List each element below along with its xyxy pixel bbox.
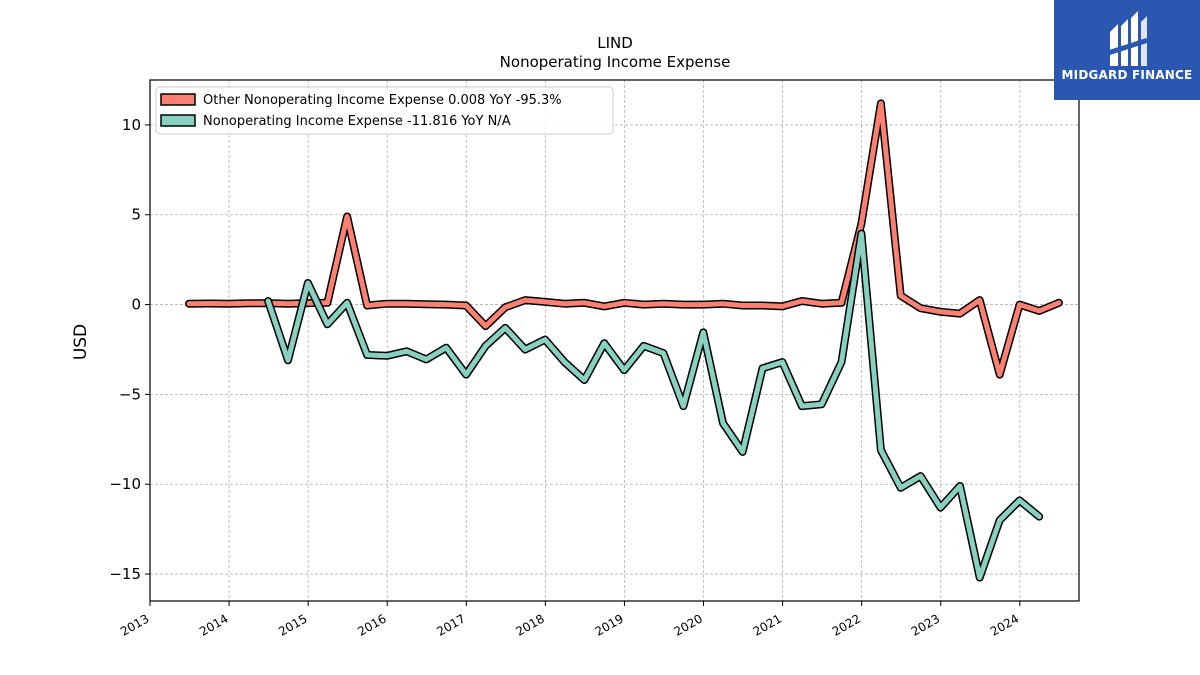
series-outline <box>185 99 1063 379</box>
x-tick-label: 2024 <box>988 611 1021 638</box>
legend-swatch <box>160 93 196 106</box>
series-lines <box>185 99 1063 582</box>
legend: Other Nonoperating Income Expense 0.008 … <box>155 86 614 135</box>
series-line-1 <box>265 231 1042 581</box>
x-tick-label: 2015 <box>276 611 309 638</box>
y-tick-label: −15 <box>109 565 141 583</box>
x-tick-label: 2018 <box>513 611 546 638</box>
y-tick-label: 5 <box>131 206 141 224</box>
brand-mark-icon <box>1108 11 1148 66</box>
y-tick-label: 10 <box>122 116 141 134</box>
x-tick-label: 2020 <box>672 611 705 638</box>
legend-label: Nonoperating Income Expense -11.816 YoY … <box>203 114 511 129</box>
legend-label: Other Nonoperating Income Expense 0.008 … <box>203 93 562 108</box>
chart-subtitle: Nonoperating Income Expense <box>500 53 731 71</box>
brand-name: MIDGARD FINANCE <box>1061 68 1193 82</box>
x-tick-label: 2019 <box>592 611 625 638</box>
x-tick-label: 2022 <box>830 611 863 638</box>
plot-frame <box>149 79 1080 602</box>
brand-logo: MIDGARD FINANCE <box>1054 0 1200 100</box>
axis-ticks: 2013 2014 2015 2016 2017 2018 2019 2020 2021 2022… <box>109 116 1021 639</box>
x-tick-label: 2017 <box>434 611 467 638</box>
y-axis-label: USD <box>71 324 91 360</box>
x-tick-label: 2021 <box>751 611 784 638</box>
y-tick-label: −5 <box>119 385 141 403</box>
y-tick-label: −10 <box>109 475 141 493</box>
series-outline <box>264 229 1044 582</box>
chart-title: LIND <box>597 34 633 52</box>
y-tick-label: 0 <box>131 296 141 314</box>
series-line-0 <box>186 100 1062 378</box>
legend-box <box>155 86 614 135</box>
x-tick-label: 2023 <box>909 611 942 638</box>
x-tick-label: 2014 <box>197 611 230 638</box>
x-tick-label: 2016 <box>355 611 388 638</box>
legend-swatch <box>160 114 196 127</box>
x-tick-label: 2013 <box>118 611 151 638</box>
